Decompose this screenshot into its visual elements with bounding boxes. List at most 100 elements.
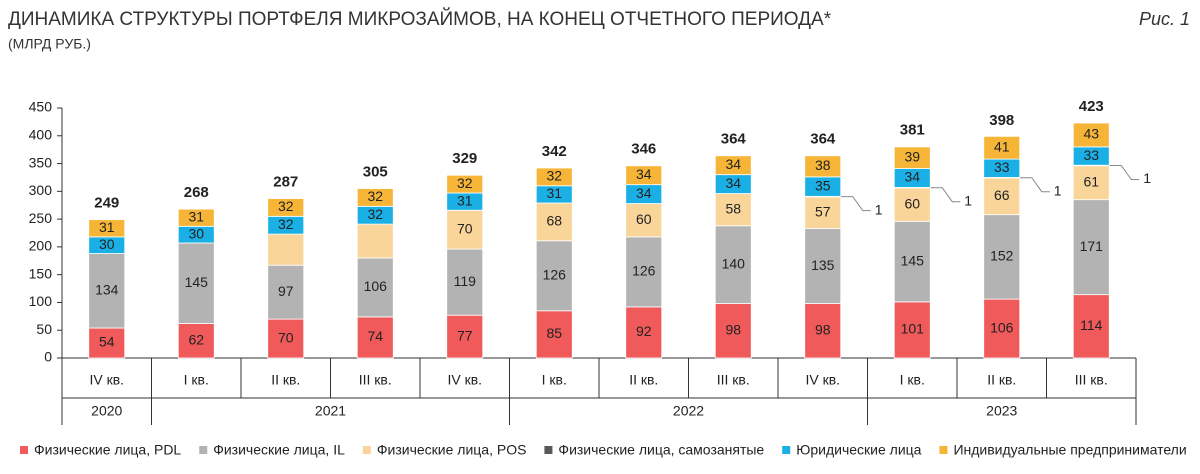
legend-marker xyxy=(20,446,28,454)
data-label: 61 xyxy=(1083,173,1099,189)
data-label: 60 xyxy=(636,211,652,227)
data-label: 33 xyxy=(1083,147,1099,163)
bar-segment xyxy=(446,209,484,250)
data-label: 101 xyxy=(901,321,925,337)
data-label: 85 xyxy=(546,325,562,341)
data-label: 77 xyxy=(457,327,473,343)
bar-segment xyxy=(535,240,573,312)
data-label: 57 xyxy=(815,203,831,219)
bar-segment xyxy=(983,214,1021,300)
total-label: 364 xyxy=(721,131,747,148)
bar-segment xyxy=(356,188,394,207)
data-label: 38 xyxy=(815,157,831,173)
y-tick-label: 150 xyxy=(29,265,53,281)
bar-segment xyxy=(714,225,752,304)
data-label: 31 xyxy=(546,185,562,201)
bar-segment xyxy=(983,135,1021,160)
group-label: 2022 xyxy=(673,403,704,419)
bar-segment xyxy=(267,264,305,320)
x-tick-label: III кв. xyxy=(717,372,750,388)
y-tick-label: 400 xyxy=(29,126,53,142)
x-tick-label: II кв. xyxy=(629,372,658,388)
total-label: 381 xyxy=(900,121,925,138)
total-label: 287 xyxy=(273,174,298,191)
y-tick-label: 250 xyxy=(29,210,53,226)
legend-marker xyxy=(782,446,791,454)
data-label: 58 xyxy=(725,200,741,216)
bar-segment xyxy=(446,314,484,359)
data-label: 32 xyxy=(367,188,383,204)
data-label: 1 xyxy=(964,192,972,208)
data-label: 32 xyxy=(367,206,383,222)
data-label: 135 xyxy=(811,257,835,273)
leader-line xyxy=(840,196,871,212)
data-label: 74 xyxy=(367,328,383,344)
data-label: 70 xyxy=(457,220,473,236)
data-label: 152 xyxy=(990,248,1014,264)
y-tick-label: 200 xyxy=(29,238,53,254)
bar-segment xyxy=(893,301,931,359)
data-label: 126 xyxy=(543,266,567,282)
data-label: 1 xyxy=(1143,170,1151,186)
data-label: 34 xyxy=(636,185,652,201)
total-label: 342 xyxy=(542,143,567,160)
data-label: 32 xyxy=(278,216,294,232)
data-label: 106 xyxy=(364,278,388,294)
leader-line xyxy=(1019,177,1050,193)
data-label: 98 xyxy=(725,321,741,337)
legend-label: Физические лица, POS xyxy=(377,442,527,458)
bar-segment xyxy=(177,323,215,359)
bar-segment xyxy=(446,174,484,194)
legend-label: Юридические лица xyxy=(796,442,921,458)
legend-label: Индивидуальные предприниматели xyxy=(953,442,1186,458)
total-label: 398 xyxy=(989,112,1014,129)
bar-segment xyxy=(535,167,573,187)
data-label: 106 xyxy=(990,319,1014,335)
data-label: 30 xyxy=(188,225,204,241)
bar-segment xyxy=(893,220,931,303)
total-label: 346 xyxy=(631,141,656,158)
bar-segment xyxy=(356,316,394,359)
bar-segment xyxy=(88,219,126,238)
group-label: 2023 xyxy=(986,403,1017,419)
bar-segment xyxy=(804,196,842,229)
legend-marker xyxy=(362,446,371,454)
bar-segment xyxy=(535,202,573,242)
legend-label: Физические лица, IL xyxy=(213,442,345,458)
data-label: 92 xyxy=(636,323,652,339)
bar-segment xyxy=(177,242,215,324)
bar-segment xyxy=(1072,165,1110,201)
bar-segment xyxy=(625,306,663,359)
x-tick-label: I кв. xyxy=(900,372,925,388)
y-tick-label: 300 xyxy=(29,182,53,198)
y-tick-label: 0 xyxy=(44,349,52,365)
bar-segment xyxy=(983,177,1021,216)
bar-segment xyxy=(88,327,126,359)
x-tick-label: IV кв. xyxy=(89,372,124,388)
data-label: 39 xyxy=(904,148,920,164)
data-label: 31 xyxy=(188,208,204,224)
data-label: 145 xyxy=(901,252,925,268)
figure-label: Рис. 1 xyxy=(1139,9,1190,29)
data-label: 68 xyxy=(546,213,562,229)
data-label: 33 xyxy=(994,159,1010,175)
data-label: 34 xyxy=(636,166,652,182)
group-label: 2020 xyxy=(91,403,122,419)
data-label: 43 xyxy=(1083,126,1099,142)
y-tick-label: 450 xyxy=(29,99,53,115)
total-label: 305 xyxy=(363,164,388,181)
data-label: 60 xyxy=(904,195,920,211)
data-label: 30 xyxy=(99,236,115,252)
data-label: 171 xyxy=(1080,238,1104,254)
data-label: 32 xyxy=(457,175,473,191)
bar-segment xyxy=(1072,294,1110,359)
data-label: 145 xyxy=(185,274,209,290)
bar-segment xyxy=(625,203,663,238)
data-label: 34 xyxy=(725,156,741,172)
data-label: 98 xyxy=(815,321,831,337)
leader-line xyxy=(1109,165,1140,180)
chart-title: ДИНАМИКА СТРУКТУРЫ ПОРТФЕЛЯ МИКРОЗАЙМОВ,… xyxy=(8,8,832,30)
data-label: 134 xyxy=(95,281,119,297)
legend-marker xyxy=(199,446,208,454)
